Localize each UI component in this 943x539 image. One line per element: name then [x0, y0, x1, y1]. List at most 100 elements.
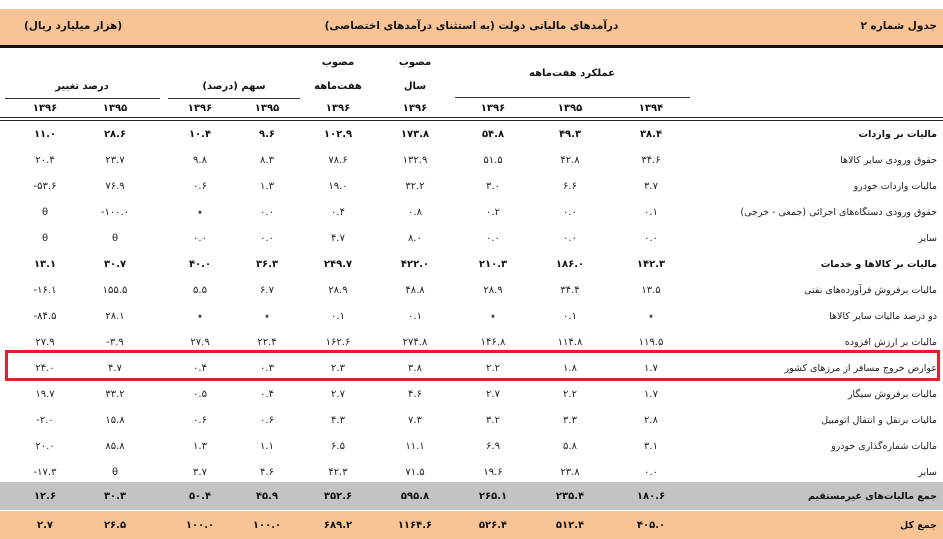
table-cell: ۱.۳ — [193, 440, 207, 452]
year-header: ۱۳۹۵ — [254, 103, 280, 114]
table-cell: ۶.۷ — [260, 284, 274, 296]
table-cell: ۴۸.۸ — [405, 284, 425, 296]
share-group-header: سهم (درصد) — [202, 81, 266, 92]
change-group-rule — [5, 98, 160, 99]
row-label: مالیات واردات خودرو — [853, 180, 937, 192]
row-label: حقوق ورودی سایر کالاها — [840, 154, 937, 166]
row-label: سایر — [918, 232, 937, 244]
table-cell: ۰.۶ — [193, 414, 207, 426]
table-cell: ۴۲.۸ — [560, 154, 580, 166]
table-cell: ۳۴.۶ — [641, 154, 661, 166]
table-cell: ۵۹۵.۸ — [400, 490, 430, 502]
table-cell: ۳۳.۲ — [105, 388, 125, 400]
row-label: سایر — [918, 466, 937, 478]
table-row: مالیات برفروش فرآورده‌های نفتی ۱۳.۵ ۳۴.۴ ۲۸… — [0, 277, 943, 303]
row-label: مالیات بر واردات — [858, 128, 937, 140]
table-row: مالیات بر واردات ۳۸.۴ ۴۹.۳ ۵۴.۸ ۱۷۳.۸ ۱۰۲.۹ ۹.… — [0, 121, 943, 147]
table-cell: ۲۲.۴ — [257, 336, 277, 348]
table-cell: ۲۷.۹ — [35, 336, 55, 348]
table-cell: θ — [41, 232, 49, 244]
table-cell: ۲.۲ — [486, 362, 500, 374]
table-cell: ۶.۹ — [486, 440, 500, 452]
table-cell: ۳.۷ — [193, 466, 207, 478]
table-cell: ۴۲۲.۰ — [400, 258, 430, 270]
table-cell: -۸۴.۵ — [33, 310, 57, 322]
table-cell: ۱۹.۷ — [35, 388, 55, 400]
table-cell: ۲۸.۹ — [483, 284, 503, 296]
table-cell: ۱۹.۶ — [483, 466, 503, 478]
table-cell: -۱۷.۳ — [33, 466, 57, 478]
table-cell: ۳۵۲.۶ — [323, 490, 353, 502]
table-cell: ۳۴.۴ — [560, 284, 580, 296]
table-cell: ۸.۰ — [408, 232, 422, 244]
table-cell: ۲.۸ — [644, 414, 658, 426]
table-row: مالیات شماره‌گذاری خودرو ۳.۱ ۵.۸ ۶.۹ ۱۱.۱ ۶.۵… — [0, 433, 943, 459]
table-cell: ۰.۴ — [260, 388, 274, 400]
table-cell: ۲۰.۴ — [35, 154, 55, 166]
table-cell: ۵.۸ — [563, 440, 577, 452]
table-cell: ٭ — [197, 206, 203, 218]
table-cell: ۴۲.۳ — [328, 466, 348, 478]
table-cell: ۲.۷ — [331, 388, 345, 400]
table-cell: ۰.۶ — [193, 180, 207, 192]
unit-label: (هزار میلیارد ریال) — [24, 20, 123, 32]
table-cell: ۲۸.۶ — [103, 128, 127, 140]
table-cell: ۵۲۶.۴ — [478, 519, 508, 531]
table-row: حقوق ورودی دستگاه‌های اجرائی (جمعی - خرج… — [0, 199, 943, 225]
table-cell: ۳.۲ — [486, 414, 500, 426]
table-cell: ۷.۳ — [408, 414, 422, 426]
year-header: ۱۳۹۶ — [325, 103, 351, 114]
table-cell: ۶.۶ — [563, 180, 577, 192]
table-cell: ۰.۰ — [260, 206, 274, 218]
table-cell: ۱۴۲.۳ — [636, 258, 666, 270]
table-cell: ۰.۰ — [486, 232, 500, 244]
year-header: ۱۳۹۶ — [402, 103, 428, 114]
table-cell: ۱۱۹.۵ — [638, 336, 664, 348]
year-header: ۱۳۹۵ — [557, 103, 583, 114]
table-cell: ۲۴۹.۷ — [323, 258, 353, 270]
table-cell: -۱۰۰.۰ — [100, 206, 130, 218]
table-row: مالیات برفروش سیگار ۱.۷ ۲.۲ ۲.۷ ۴.۶ ۲.۷ ۰.۴ ۰.۵… — [0, 381, 943, 407]
table-cell: ۹.۸ — [193, 154, 207, 166]
highlight-box — [5, 350, 940, 381]
year-header: ۱۳۹۴ — [638, 103, 664, 114]
approved-year-bottom: سال — [403, 81, 427, 92]
table-cell: ۱۸۰.۶ — [636, 490, 666, 502]
table-cell: ۲.۳ — [331, 362, 345, 374]
table-cell: ۴۰.۰ — [188, 258, 212, 270]
table-cell: ۳.۸ — [408, 362, 422, 374]
table-cell: ٭ — [648, 310, 654, 322]
row-label: مالیات برفروش سیگار — [847, 388, 937, 400]
table-cell: ٭ — [490, 310, 496, 322]
table-cell: ۶۸۹.۲ — [323, 519, 353, 531]
table-cell: ۱.۱ — [260, 440, 274, 452]
approved-7m-bottom: هفت‌ماهه — [314, 81, 362, 92]
table-cell: ۳۲.۲ — [405, 180, 425, 192]
table-cell: -۵۳.۶ — [33, 180, 57, 192]
table-cell: ۰.۸ — [408, 206, 422, 218]
table-cell: ۱۱.۰ — [33, 128, 57, 140]
table-cell: -۳.۹ — [106, 336, 124, 348]
table-cell: ۰.۶ — [260, 414, 274, 426]
table-cell: ۲۰.۰ — [35, 440, 55, 452]
table-cell: ۰.۰ — [644, 232, 658, 244]
table-cell: ۱۳.۵ — [641, 284, 661, 296]
table-cell: ۰.۴ — [193, 362, 207, 374]
table-cell: ۲۱۰.۳ — [478, 258, 508, 270]
table-cell: ۱.۸ — [563, 362, 577, 374]
table-cell: ۲۳۵.۴ — [555, 490, 585, 502]
table-cell: ۲۴.۰ — [35, 362, 55, 374]
table-cell: ۰.۳ — [260, 362, 274, 374]
row-label: مالیات شماره‌گذاری خودرو — [831, 440, 937, 452]
table-cell: ۴.۶ — [408, 388, 422, 400]
table-cell: ۳۸.۴ — [639, 128, 663, 140]
table-cell: ٭ — [264, 310, 270, 322]
row-label: مالیات بر ارزش افزوده — [844, 336, 937, 348]
table-cell: ۳۰.۳ — [103, 490, 127, 502]
table-cell: ۱۰۰.۰ — [252, 519, 282, 531]
table-cell: ۱۳۲.۹ — [402, 154, 428, 166]
year-header: ۱۳۹۶ — [32, 103, 58, 114]
table-cell: ۰.۲ — [486, 206, 500, 218]
table-cell: ۱۵۵.۵ — [102, 284, 128, 296]
table-cell: ۰.۰ — [193, 232, 207, 244]
